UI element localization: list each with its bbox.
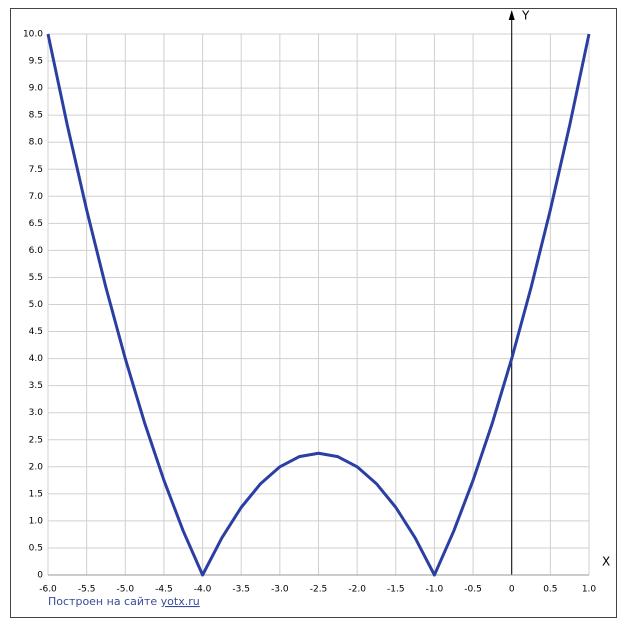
data-line [46, 33, 591, 577]
y-tick-label: 8.0 [29, 138, 44, 148]
x-tick-label: -3.0 [271, 585, 289, 595]
y-axis-label: Y [521, 9, 530, 23]
x-tick-label: -3.5 [232, 585, 250, 595]
x-tick-label: -4.5 [155, 585, 173, 595]
y-tick-label: 6.5 [29, 219, 43, 229]
y-axis-arrow [508, 10, 515, 20]
x-tick-label: -2.0 [348, 585, 366, 595]
y-tick-label: 6.0 [29, 246, 44, 256]
x-tick-label: -1.0 [426, 585, 444, 595]
x-tick-label: -5.5 [78, 585, 96, 595]
y-tick-label: 5.5 [29, 273, 43, 283]
y-tick-label: 3.0 [29, 408, 44, 418]
footer-link[interactable]: yotx.ru [161, 595, 200, 608]
grid [47, 33, 590, 576]
y-tick-label: 5.0 [29, 300, 44, 310]
x-tick-label: -6.0 [39, 585, 57, 595]
y-tick-label: 3.5 [29, 381, 43, 391]
footer-text: Построен на сайте [48, 595, 157, 608]
y-tick-label: 7.5 [29, 165, 43, 175]
y-tick-label: 4.5 [29, 327, 43, 337]
x-tick-label: -5.0 [117, 585, 135, 595]
footer: Построен на сайте yotx.ru [48, 595, 200, 608]
y-tick-label: 9.5 [29, 57, 43, 67]
y-tick-label: 0.5 [29, 543, 43, 553]
x-axis-label: X [602, 555, 610, 569]
x-tick-label: -0.5 [464, 585, 482, 595]
y-tick-label: 9.0 [29, 84, 44, 94]
y-tick-label: 0 [37, 571, 43, 581]
x-tick-label: -4.0 [194, 585, 212, 595]
y-tick-label: 10.0 [23, 30, 43, 40]
y-tick-label: 1.5 [29, 489, 43, 499]
x-tick-label: -1.5 [387, 585, 405, 595]
y-tick-label: 7.0 [29, 192, 44, 202]
y-tick-label: 8.5 [29, 111, 43, 121]
frame [10, 8, 617, 618]
plot [46, 10, 591, 577]
y-tick-label: 4.0 [29, 354, 44, 364]
y-tick-label: 2.0 [29, 462, 44, 472]
x-tick-label: 0 [509, 585, 515, 595]
x-tick-label: 1.0 [582, 585, 597, 595]
y-tick-label: 2.5 [29, 435, 43, 445]
y-tick-label: 1.0 [29, 516, 44, 526]
x-tick-label: -2.5 [310, 585, 328, 595]
x-tick-label: 0.5 [543, 585, 557, 595]
